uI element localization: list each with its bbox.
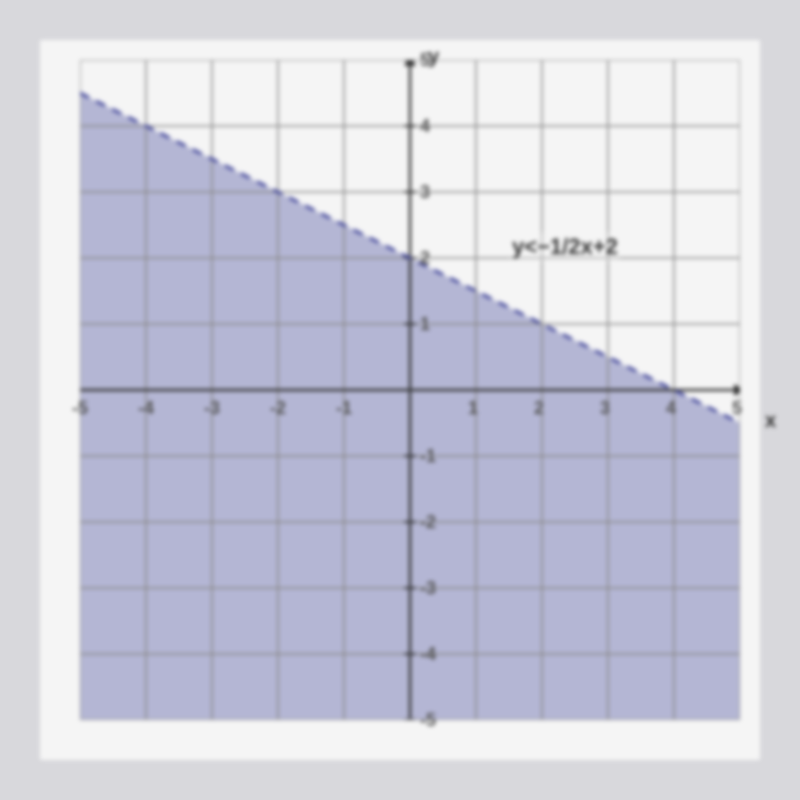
y-tick-label: 5 <box>420 50 430 71</box>
x-tick-label: -5 <box>72 398 88 419</box>
x-tick-label: -4 <box>138 398 154 419</box>
x-tick-label: -2 <box>270 398 286 419</box>
x-tick-label: 3 <box>600 398 610 419</box>
y-tick-label: 1 <box>420 314 430 335</box>
x-tick-label: 2 <box>534 398 544 419</box>
y-tick-label: 4 <box>420 116 430 137</box>
grid-area <box>80 60 740 720</box>
x-tick-label: -1 <box>336 398 352 419</box>
y-tick-label: 3 <box>420 182 430 203</box>
x-tick-label: 4 <box>666 398 676 419</box>
y-tick-label: -4 <box>420 644 436 665</box>
x-axis-label: x <box>765 410 776 433</box>
inequality-label: y<−1/2x+2 <box>510 232 620 262</box>
y-tick-label: -3 <box>420 578 436 599</box>
y-tick-label: -5 <box>420 710 436 731</box>
graph-container: y x y<−1/2x+2 -5-4-3-2-112345-5-4-3-2-11… <box>40 40 760 760</box>
y-tick-label: 2 <box>420 248 430 269</box>
y-tick-label: -2 <box>420 512 436 533</box>
y-tick-label: -1 <box>420 446 436 467</box>
graph-svg <box>80 60 740 720</box>
x-tick-label: -3 <box>204 398 220 419</box>
x-tick-label: 1 <box>468 398 478 419</box>
x-tick-label: 5 <box>732 398 742 419</box>
